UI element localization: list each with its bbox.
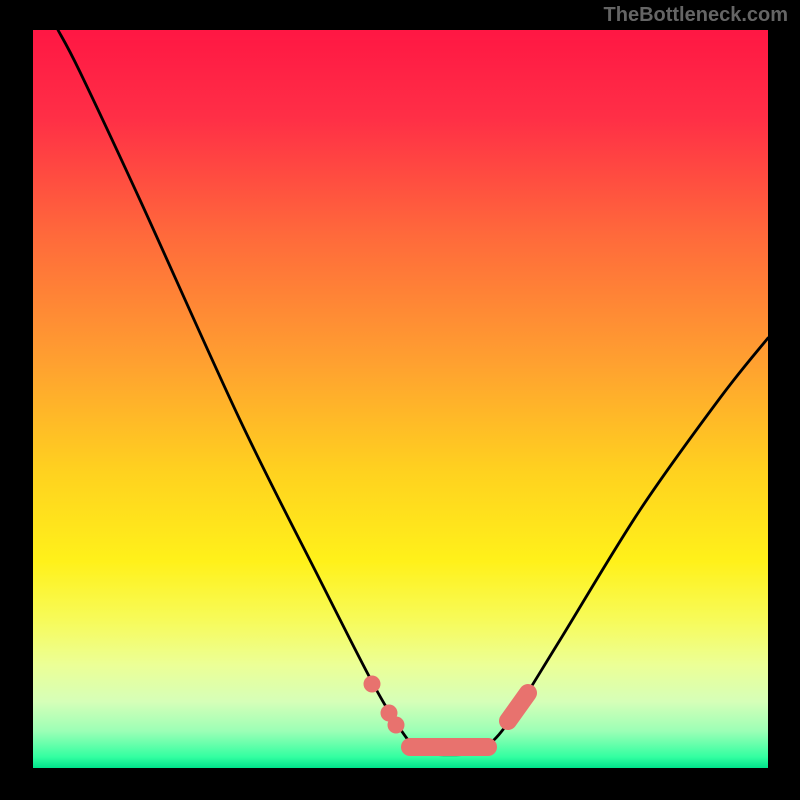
marker-dot [364,676,381,693]
watermark: TheBottleneck.com [604,4,788,27]
marker-dot [388,717,405,734]
bottleneck-chart [0,0,800,800]
stage: TheBottleneck.com [0,0,800,800]
gradient-background [33,30,768,768]
